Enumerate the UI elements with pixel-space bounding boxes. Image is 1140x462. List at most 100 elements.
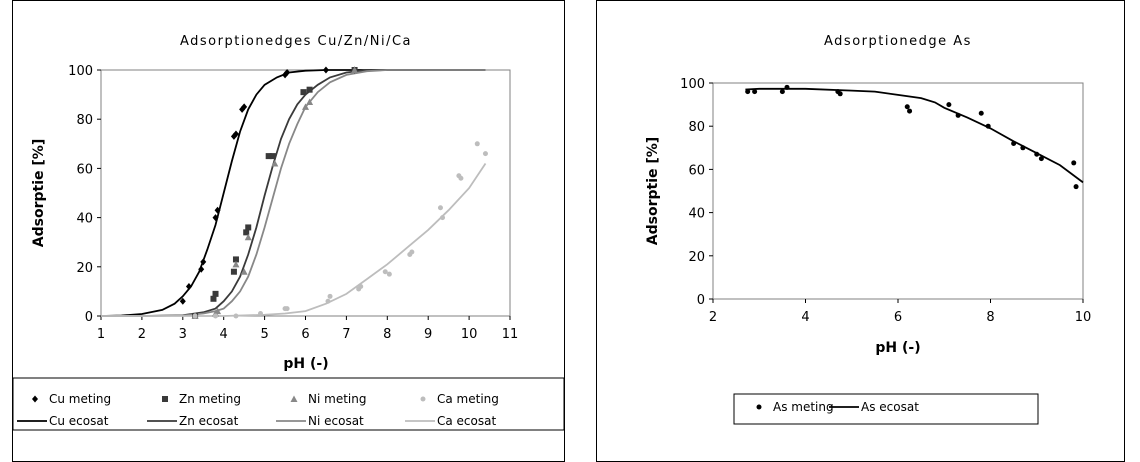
data-point (1020, 145, 1026, 151)
x-axis-label: pH (-) (875, 340, 920, 356)
series-line-cu-ecosat (100, 69, 486, 317)
legend-marker-zn-meting (162, 396, 168, 402)
data-point (985, 123, 991, 129)
x-axis-label: pH (-) (283, 356, 328, 372)
data-point (745, 89, 751, 95)
x-tick-label: 3 (179, 327, 187, 342)
data-point (382, 269, 388, 275)
chart-metals-svg: Adsorptionedges Cu/Zn/Ni/Ca 0 20 40 60 80 100 1… (12, 34, 565, 431)
data-point (198, 265, 205, 273)
x-tick-label: 7 (342, 327, 350, 342)
data-point (955, 112, 961, 118)
data-point (232, 130, 239, 138)
data-point (269, 153, 276, 160)
legend-label-zn-ecosat: Zn ecosat (179, 414, 239, 428)
y-axis-label: Adsorptie [%] (31, 139, 47, 247)
chart-panel-metals: Adsorptionedges Cu/Zn/Ni/Ca 0 20 40 60 80 100 1… (12, 0, 565, 462)
legend-label-ca-meting: Ca meting (437, 392, 499, 406)
data-point (213, 313, 219, 319)
legend-marker-ca-meting (420, 396, 426, 402)
data-point (306, 98, 314, 105)
data-point (302, 103, 309, 110)
y-tick-label: 40 (76, 212, 93, 227)
data-point (978, 110, 984, 116)
x-tick-label: 4 (801, 310, 809, 325)
series-points-ca-meting (192, 141, 488, 319)
plot-area (712, 82, 1084, 300)
x-tick-label: 6 (301, 327, 309, 342)
legend-label-ca-ecosat: Ca ecosat (437, 414, 496, 428)
data-point (230, 268, 237, 275)
data-point (779, 89, 785, 95)
data-point (322, 66, 329, 74)
data-point (351, 66, 359, 73)
series-points-cu-meting (179, 66, 358, 305)
chart-panel-arsenic: Adsorptionedge As 0 20 40 60 80 100 2 4 6 8 10 pH (-… (596, 0, 1125, 462)
data-point (210, 295, 217, 302)
data-point (243, 229, 250, 236)
data-point (482, 151, 488, 157)
y-tick-label: 20 (76, 261, 93, 276)
data-point (907, 108, 913, 114)
data-point (233, 313, 239, 319)
legend-label-as-ecosat: As ecosat (861, 400, 919, 414)
x-tick-label: 11 (502, 327, 519, 342)
series-points-as-meting (745, 84, 1079, 190)
data-point (284, 306, 290, 312)
legend-label-cu-ecosat: Cu ecosat (49, 414, 109, 428)
data-point (284, 68, 291, 76)
x-tick-label: 2 (709, 310, 717, 325)
data-point (440, 215, 446, 221)
data-point (946, 102, 952, 108)
data-point (212, 214, 219, 222)
data-point (212, 290, 219, 297)
data-point (409, 249, 415, 255)
y-tick-label: 40 (688, 207, 705, 222)
x-tick-label: 10 (461, 327, 478, 342)
data-point (458, 175, 464, 181)
data-point (1073, 184, 1079, 190)
data-point (837, 91, 843, 97)
series-line-zn-ecosat (101, 69, 486, 317)
chart-arsenic-svg: Adsorptionedge As 0 20 40 60 80 100 2 4 6 8 10 pH (-… (645, 34, 1092, 425)
x-tick-label: 8 (383, 327, 391, 342)
data-point (265, 153, 272, 160)
data-point (232, 256, 239, 263)
x-tick-label: 6 (894, 310, 902, 325)
x-tick-label: 4 (220, 327, 228, 342)
x-tick-label: 9 (424, 327, 432, 342)
y-tick-label: 0 (85, 310, 93, 325)
data-point (214, 307, 222, 315)
data-point (179, 297, 186, 305)
data-point (258, 311, 264, 317)
legend-marker-cu-meting (32, 395, 38, 403)
data-point (244, 233, 252, 241)
data-point (386, 271, 392, 277)
data-point (1071, 160, 1077, 166)
data-point (232, 260, 240, 268)
y-tick-label: 80 (688, 120, 705, 135)
series-line-ni-ecosat (101, 69, 486, 317)
y-tick-label: 60 (688, 163, 705, 178)
chart-title: Adsorptionedge As (824, 34, 972, 49)
x-tick-label: 10 (1075, 310, 1092, 325)
data-point (437, 205, 443, 211)
data-point (325, 298, 331, 304)
data-point (474, 141, 480, 147)
data-point (240, 268, 248, 275)
legend-label-ni-meting: Ni meting (308, 392, 366, 406)
legend-label-zn-meting: Zn meting (179, 392, 241, 406)
legend-label-cu-meting: Cu meting (49, 392, 111, 406)
data-point (1034, 151, 1040, 157)
data-point (784, 84, 790, 90)
legend-box (733, 393, 1039, 425)
data-point (214, 206, 221, 214)
data-point (300, 89, 307, 96)
legend-label-ni-ecosat: Ni ecosat (308, 414, 364, 428)
data-point (752, 89, 758, 95)
y-tick-label: 100 (68, 64, 93, 79)
series-points-ni-meting (191, 66, 359, 319)
x-tick-label: 1 (97, 327, 105, 342)
x-tick-label: 2 (138, 327, 146, 342)
data-point (200, 258, 207, 266)
